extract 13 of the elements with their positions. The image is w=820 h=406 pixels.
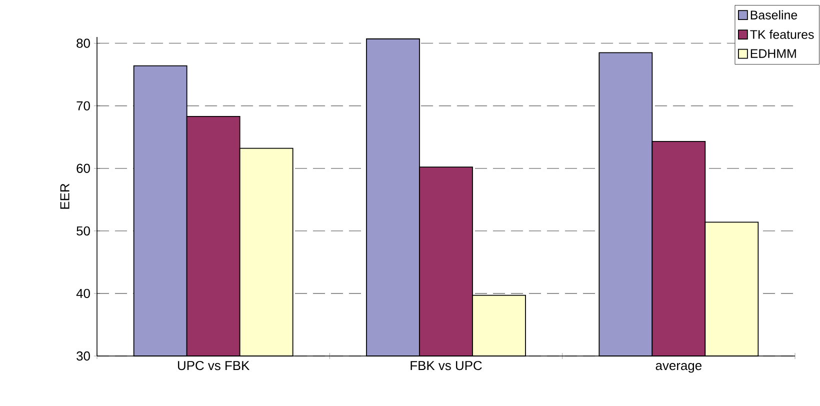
- legend-label: EDHMM: [750, 49, 796, 58]
- y-tick-label: 80: [76, 38, 90, 48]
- y-tick-label: 70: [76, 101, 90, 110]
- y-tick-label: 50: [76, 226, 90, 236]
- x-tick-label: FBK vs UPC: [410, 360, 482, 370]
- x-tick-label: UPC vs FBK: [178, 360, 250, 370]
- y-tick-label: 40: [76, 288, 90, 298]
- x-tick-label: average: [656, 363, 702, 373]
- legend-label: TK features: [750, 30, 814, 39]
- y-axis-title: EER: [60, 184, 70, 209]
- y-tick-label: 30: [76, 351, 90, 361]
- legend-label: Baseline: [750, 10, 798, 20]
- y-tick-label: 60: [76, 164, 90, 173]
